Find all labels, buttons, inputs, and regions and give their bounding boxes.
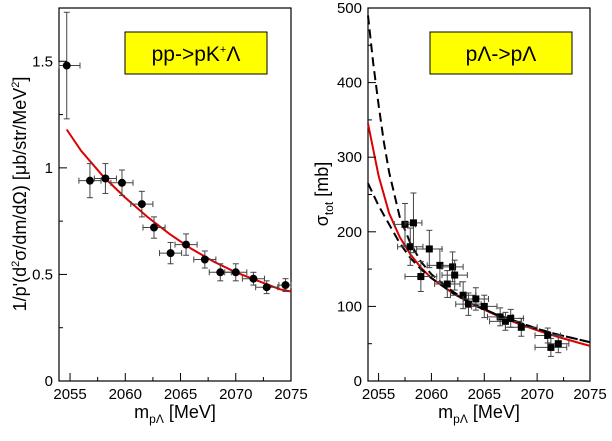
x-tick-label: 2055 xyxy=(53,386,86,403)
point-marker xyxy=(544,331,552,339)
point-marker xyxy=(137,200,146,209)
data-point xyxy=(416,229,443,269)
x-tick-label: 2075 xyxy=(274,386,307,403)
left-annotation-box xyxy=(124,31,268,75)
point-marker xyxy=(507,314,515,322)
point-marker xyxy=(480,302,488,310)
data-point xyxy=(159,241,183,265)
data-point xyxy=(504,317,538,337)
y-tick-label: 0.5 xyxy=(32,266,53,283)
point-marker xyxy=(417,273,425,281)
solid-curve-0 xyxy=(367,123,591,347)
data-point xyxy=(404,192,423,254)
x-tick-label: 2070 xyxy=(520,386,553,403)
data-point xyxy=(534,337,568,357)
y-tick-label: 1 xyxy=(45,160,53,177)
point-marker xyxy=(281,281,290,290)
data-point xyxy=(534,327,561,344)
data-point xyxy=(110,169,134,197)
right-y-axis-label: σtot [mb] xyxy=(312,162,336,226)
data-point xyxy=(471,294,498,319)
data-point xyxy=(93,163,117,194)
y-tick-label: 400 xyxy=(337,75,362,92)
data-point xyxy=(142,216,166,239)
point-marker xyxy=(406,243,414,251)
point-marker xyxy=(449,263,457,271)
point-marker xyxy=(443,280,451,288)
x-tick-label: 2060 xyxy=(415,386,448,403)
point-marker xyxy=(501,317,509,325)
left-plot-frame xyxy=(58,7,292,382)
data-point xyxy=(224,263,248,282)
left-x-axis-label: mpΛ [MeV] xyxy=(134,402,216,426)
data-point xyxy=(208,263,232,282)
point-marker xyxy=(517,323,525,331)
x-tick-label: 2065 xyxy=(468,386,501,403)
point-marker xyxy=(472,295,480,303)
y-tick-label: 0 xyxy=(45,373,53,390)
right-x-axis-label: mpΛ [MeV] xyxy=(438,402,520,426)
right-annotation-box xyxy=(429,31,573,75)
point-marker xyxy=(436,261,444,269)
x-tick-label: 2060 xyxy=(109,386,142,403)
point-marker xyxy=(150,223,159,232)
solid-curve-0 xyxy=(65,128,292,293)
y-tick-label: 1.5 xyxy=(32,53,53,70)
point-marker xyxy=(262,283,271,292)
point-marker xyxy=(231,268,240,277)
y-tick-label: 200 xyxy=(337,224,362,241)
data-point xyxy=(404,261,438,292)
point-marker xyxy=(62,61,71,70)
point-marker xyxy=(451,271,459,279)
point-marker xyxy=(547,343,555,351)
dashed-curve-1 xyxy=(367,15,591,344)
point-marker xyxy=(166,249,175,258)
y-tick-label: 300 xyxy=(337,149,362,166)
point-marker xyxy=(101,174,110,183)
data-point xyxy=(278,278,292,292)
point-marker xyxy=(464,300,472,308)
data-point xyxy=(397,227,424,266)
x-tick-label: 2070 xyxy=(219,386,252,403)
y-tick-label: 100 xyxy=(337,298,362,315)
data-point xyxy=(130,190,154,218)
data-point xyxy=(241,271,265,286)
data-point xyxy=(547,334,570,354)
left-panel: 2055 2060 2065 2070 2075 0 0.5 1 1.5 pp->pK+Λ mp… xyxy=(10,7,308,426)
point-marker xyxy=(459,291,467,299)
point-marker xyxy=(200,255,209,264)
x-tick-label: 2065 xyxy=(164,386,197,403)
point-marker xyxy=(117,178,126,187)
point-marker xyxy=(249,274,258,283)
right-panel: 2055 2060 2065 2070 2075 0 100 200 300 400 500 pΛ-… xyxy=(312,0,607,426)
data-point xyxy=(174,233,198,256)
data-point xyxy=(78,163,102,199)
x-tick-label: 2075 xyxy=(573,386,606,403)
point-marker xyxy=(496,313,504,321)
data-point xyxy=(255,280,279,295)
point-marker xyxy=(85,176,94,185)
data-point xyxy=(193,250,217,269)
right-annotation: pΛ->pΛ xyxy=(466,43,537,66)
point-marker xyxy=(409,219,417,227)
left-y-axis-label: 1/p'(d2σ/dm/dΩ) [μb/str/MeV2] xyxy=(10,77,30,312)
data-point xyxy=(455,292,482,316)
point-marker xyxy=(554,340,562,348)
data-point xyxy=(58,11,81,120)
y-tick-label: 500 xyxy=(337,0,362,17)
dashed-curve-2 xyxy=(367,182,591,344)
point-marker xyxy=(425,245,433,253)
x-tick-label: 2055 xyxy=(362,386,395,403)
point-marker xyxy=(216,268,225,277)
left-annotation: pp->pK+Λ xyxy=(152,43,241,66)
y-tick-label: 0 xyxy=(354,373,362,390)
point-marker xyxy=(182,240,191,249)
data-point xyxy=(441,259,468,291)
